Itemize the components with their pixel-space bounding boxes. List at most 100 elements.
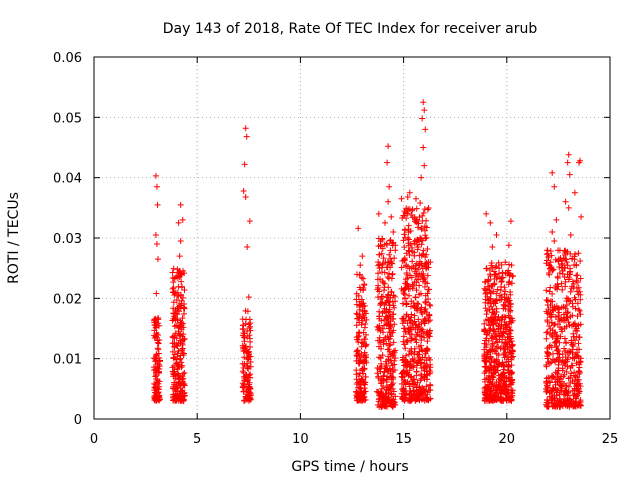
data-point: [576, 334, 583, 341]
data-point: [390, 228, 397, 235]
data-point: [421, 354, 428, 361]
data-point: [422, 253, 429, 260]
data-point: [358, 274, 365, 281]
data-point: [155, 361, 162, 368]
data-point: [549, 290, 556, 297]
data-point: [559, 328, 566, 335]
data-point: [404, 338, 411, 345]
data-point: [481, 385, 488, 392]
data-point: [498, 339, 505, 346]
data-point: [411, 336, 418, 343]
data-point: [413, 279, 420, 286]
data-point: [427, 302, 434, 309]
data-point: [493, 231, 500, 238]
data-point: [573, 262, 580, 269]
data-point: [423, 217, 430, 224]
data-point: [241, 347, 248, 354]
data-point: [549, 399, 556, 406]
data-point: [559, 351, 566, 358]
data-point: [175, 361, 182, 368]
data-point: [559, 357, 566, 364]
data-point: [563, 314, 570, 321]
data-point: [494, 286, 501, 293]
data-point: [506, 349, 513, 356]
data-point: [387, 236, 394, 243]
data-point: [405, 325, 412, 332]
data-point: [404, 193, 411, 200]
data-point: [423, 345, 430, 352]
data-point: [496, 333, 503, 340]
data-point: [362, 396, 369, 403]
data-point: [381, 336, 388, 343]
data-point: [405, 229, 412, 236]
data-point: [413, 217, 420, 224]
data-point: [482, 305, 489, 312]
data-point: [495, 270, 502, 277]
data-point: [570, 321, 577, 328]
data-point: [176, 253, 183, 260]
data-point: [245, 349, 252, 356]
data-point: [154, 345, 161, 352]
data-point: [401, 231, 408, 238]
data-point: [507, 271, 514, 278]
data-point: [488, 347, 495, 354]
data-point: [386, 335, 393, 342]
data-point: [414, 224, 421, 231]
data-point: [153, 241, 160, 248]
data-point: [400, 396, 407, 403]
data-point: [413, 387, 420, 394]
data-point: [420, 210, 427, 217]
data-point: [544, 247, 551, 254]
data-point: [384, 159, 391, 166]
data-point: [413, 368, 420, 375]
data-point: [411, 312, 418, 319]
data-point: [246, 218, 253, 225]
data-point: [543, 378, 550, 385]
data-point: [178, 271, 185, 278]
data-point: [549, 327, 556, 334]
data-point: [243, 378, 250, 385]
data-point: [152, 333, 159, 340]
data-point: [502, 299, 509, 306]
data-point: [374, 286, 381, 293]
data-point: [380, 376, 387, 383]
data-point: [418, 359, 425, 366]
data-point: [411, 345, 418, 352]
data-point: [176, 332, 183, 339]
data-point: [411, 214, 418, 221]
data-point: [375, 262, 382, 269]
data-point: [170, 354, 177, 361]
data-point: [354, 379, 361, 386]
data-point: [152, 366, 159, 373]
data-point: [378, 360, 385, 367]
data-point: [567, 374, 574, 381]
data-point: [574, 272, 581, 279]
data-point: [402, 329, 409, 336]
data-point: [546, 389, 553, 396]
data-point: [559, 286, 566, 293]
data-point: [556, 396, 563, 403]
data-point: [574, 300, 581, 307]
data-point: [553, 216, 560, 223]
data-point: [391, 321, 398, 328]
data-point: [383, 240, 390, 247]
data-point: [374, 323, 381, 330]
data-point: [379, 245, 386, 252]
data-point: [484, 300, 491, 307]
data-point: [543, 385, 550, 392]
data-point: [546, 322, 553, 329]
data-point: [484, 316, 491, 323]
data-point: [406, 397, 413, 404]
data-point: [246, 348, 253, 355]
data-point: [575, 376, 582, 383]
data-point: [357, 370, 364, 377]
data-point: [386, 183, 393, 190]
data-point: [493, 305, 500, 312]
data-point: [483, 265, 490, 272]
data-point: [495, 325, 502, 332]
data-point: [420, 250, 427, 257]
data-point: [404, 207, 411, 214]
data-point: [548, 319, 555, 326]
y-tick-label: 0.03: [53, 232, 82, 247]
data-point: [170, 265, 177, 272]
